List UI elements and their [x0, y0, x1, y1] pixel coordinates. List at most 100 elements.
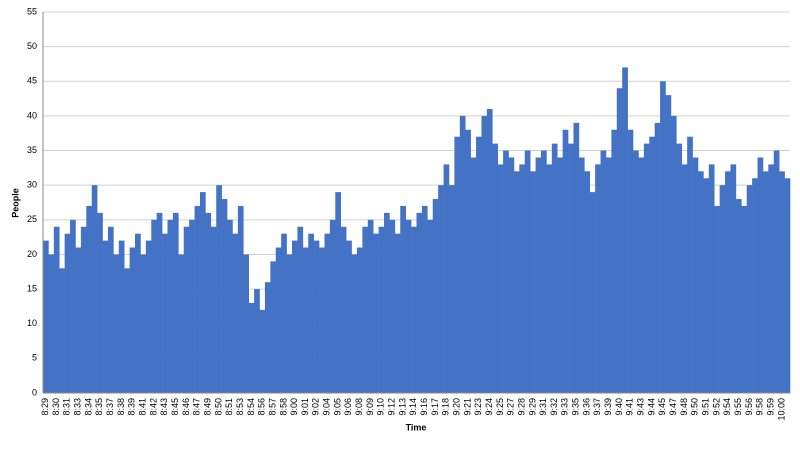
bar [216, 185, 222, 393]
bar [476, 136, 482, 393]
bar [697, 171, 704, 393]
bar [145, 240, 152, 393]
bar [91, 185, 98, 393]
bar [248, 302, 255, 393]
x-tick-label: 9:08 [354, 398, 364, 416]
bar [568, 143, 574, 393]
x-tick-label: 8:47 [192, 398, 202, 416]
bar [243, 254, 249, 393]
x-tick-label: 9:09 [365, 398, 375, 416]
bar [405, 219, 412, 393]
y-tick-label: 10 [27, 318, 37, 328]
x-tick-label: 9:56 [744, 398, 754, 416]
bar [156, 212, 163, 393]
y-tick-label: 15 [27, 283, 37, 293]
bar [584, 171, 591, 393]
x-tick-label: 9:31 [538, 398, 548, 416]
x-tick-label: 8:56 [257, 398, 267, 416]
x-tick-label: 9:18 [441, 398, 451, 416]
bar [270, 261, 277, 393]
x-tick-label: 10:00 [776, 398, 786, 421]
x-tick-label: 9:27 [506, 398, 516, 416]
x-axis-title: Time [406, 422, 427, 432]
bar [649, 136, 655, 393]
bar [194, 205, 201, 393]
x-tick-label: 9:41 [625, 398, 635, 416]
x-tick-label: 9:39 [603, 398, 613, 416]
x-tick-label: 9:25 [495, 398, 505, 416]
bar [259, 309, 266, 393]
bar [297, 226, 304, 393]
bar [189, 219, 195, 393]
x-tick-label: 9:13 [397, 398, 407, 416]
bar [292, 240, 298, 393]
bar [741, 205, 747, 393]
x-tick-label: 9:36 [581, 398, 591, 416]
bar [784, 178, 791, 393]
y-tick-label: 35 [27, 145, 37, 155]
x-tick-label: 8:51 [224, 398, 234, 416]
x-tick-label: 9:45 [657, 398, 667, 416]
bar [59, 268, 65, 393]
y-tick-label: 0 [32, 387, 37, 397]
x-tick-label: 8:58 [278, 398, 288, 416]
bar [530, 171, 536, 393]
bar [503, 150, 509, 393]
x-tick-label: 9:59 [765, 398, 775, 416]
x-tick-label: 9:40 [614, 398, 624, 416]
bar [362, 226, 369, 393]
x-tick-label: 9:37 [592, 398, 602, 416]
bar [53, 226, 60, 393]
bar [497, 164, 504, 393]
bar [708, 164, 715, 393]
bar [199, 192, 206, 393]
bar [64, 233, 71, 393]
x-tick-label: 8:38 [116, 398, 126, 416]
bar [432, 199, 439, 393]
x-tick-label: 9:52 [711, 398, 721, 416]
x-tick-label: 9:06 [343, 398, 353, 416]
bar [595, 164, 601, 393]
bar [519, 164, 526, 393]
bar [140, 254, 147, 393]
bar [389, 219, 396, 393]
x-tick-label: 8:57 [267, 398, 277, 416]
bar [394, 233, 401, 393]
bar [773, 150, 780, 393]
x-tick-label: 8:45 [170, 398, 180, 416]
bar [600, 150, 607, 393]
x-tick-label: 9:20 [451, 398, 461, 416]
x-tick-label: 9:12 [387, 398, 397, 416]
x-tick-label: 8:49 [202, 398, 212, 416]
bar [676, 143, 683, 393]
y-tick-label: 45 [27, 76, 37, 86]
bar [660, 81, 666, 393]
y-tick-label: 30 [27, 180, 37, 190]
x-tick-label: 9:21 [462, 398, 472, 416]
bar [178, 254, 185, 393]
bar [313, 240, 320, 393]
bar [492, 143, 498, 393]
bar [546, 164, 553, 393]
bar [459, 115, 466, 393]
x-tick-label: 9:16 [419, 398, 429, 416]
bar [454, 136, 461, 393]
x-tick-label: 9:48 [679, 398, 689, 416]
bar [411, 226, 417, 393]
bar [481, 115, 488, 393]
y-tick-label: 5 [32, 353, 37, 363]
bar [438, 185, 444, 393]
bar [221, 199, 228, 393]
bar [356, 247, 363, 393]
x-tick-label: 8:43 [159, 398, 169, 416]
bar [97, 212, 103, 393]
x-tick-label: 9:24 [484, 398, 494, 416]
bar [48, 254, 55, 393]
bar [264, 282, 271, 393]
bar [329, 219, 336, 393]
bar [524, 150, 531, 393]
bar [643, 143, 650, 393]
x-tick-label: 9:51 [700, 398, 710, 416]
